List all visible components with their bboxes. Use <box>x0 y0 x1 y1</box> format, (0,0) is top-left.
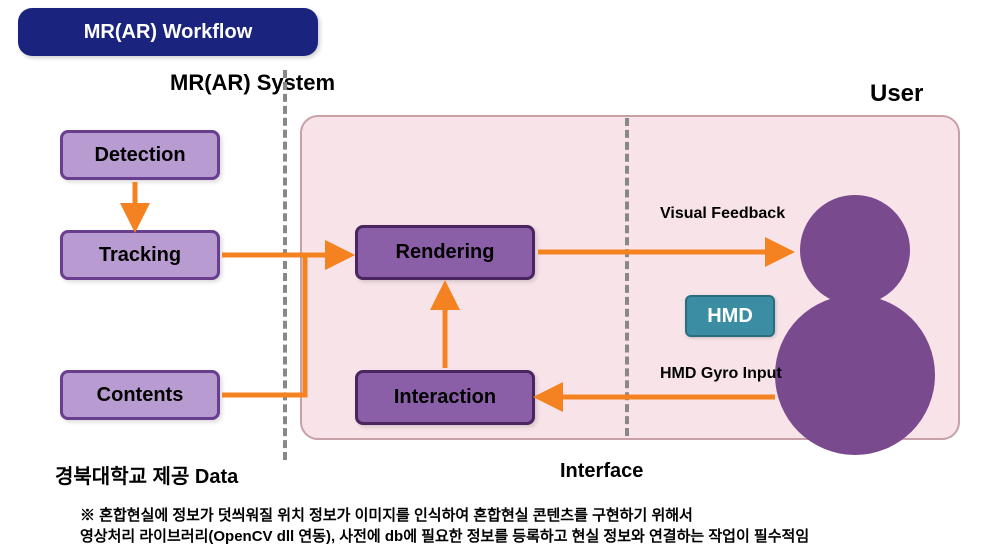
hmd-box: HMD <box>685 295 775 337</box>
divider-system <box>283 70 287 460</box>
footnote-line2: 영상처리 라이브러리(OpenCV dll 연동), 사전에 db에 필요한 정… <box>80 526 809 547</box>
footnote-line1: ※ 혼합현실에 정보가 덧씌워질 위치 정보가 이미지를 인식하여 혼합현실 콘… <box>80 505 809 526</box>
footer-left: 경북대학교 제공 Data <box>55 460 238 489</box>
label-hmd-gyro: HMD Gyro Input <box>660 365 782 383</box>
node-contents: Contents <box>60 370 220 420</box>
node-tracking: Tracking <box>60 230 220 280</box>
node-rendering: Rendering <box>355 225 535 280</box>
user-label: User <box>870 80 923 108</box>
divider-interface <box>625 118 629 436</box>
system-label: MR(AR) System <box>170 70 335 96</box>
footer-right: Interface <box>560 460 643 483</box>
node-interaction: Interaction <box>355 370 535 425</box>
title-badge: MR(AR) Workflow <box>18 8 318 56</box>
label-visual-feedback: Visual Feedback <box>660 205 785 223</box>
node-detection: Detection <box>60 130 220 180</box>
footnote: ※ 혼합현실에 정보가 덧씌워질 위치 정보가 이미지를 인식하여 혼합현실 콘… <box>80 505 809 547</box>
